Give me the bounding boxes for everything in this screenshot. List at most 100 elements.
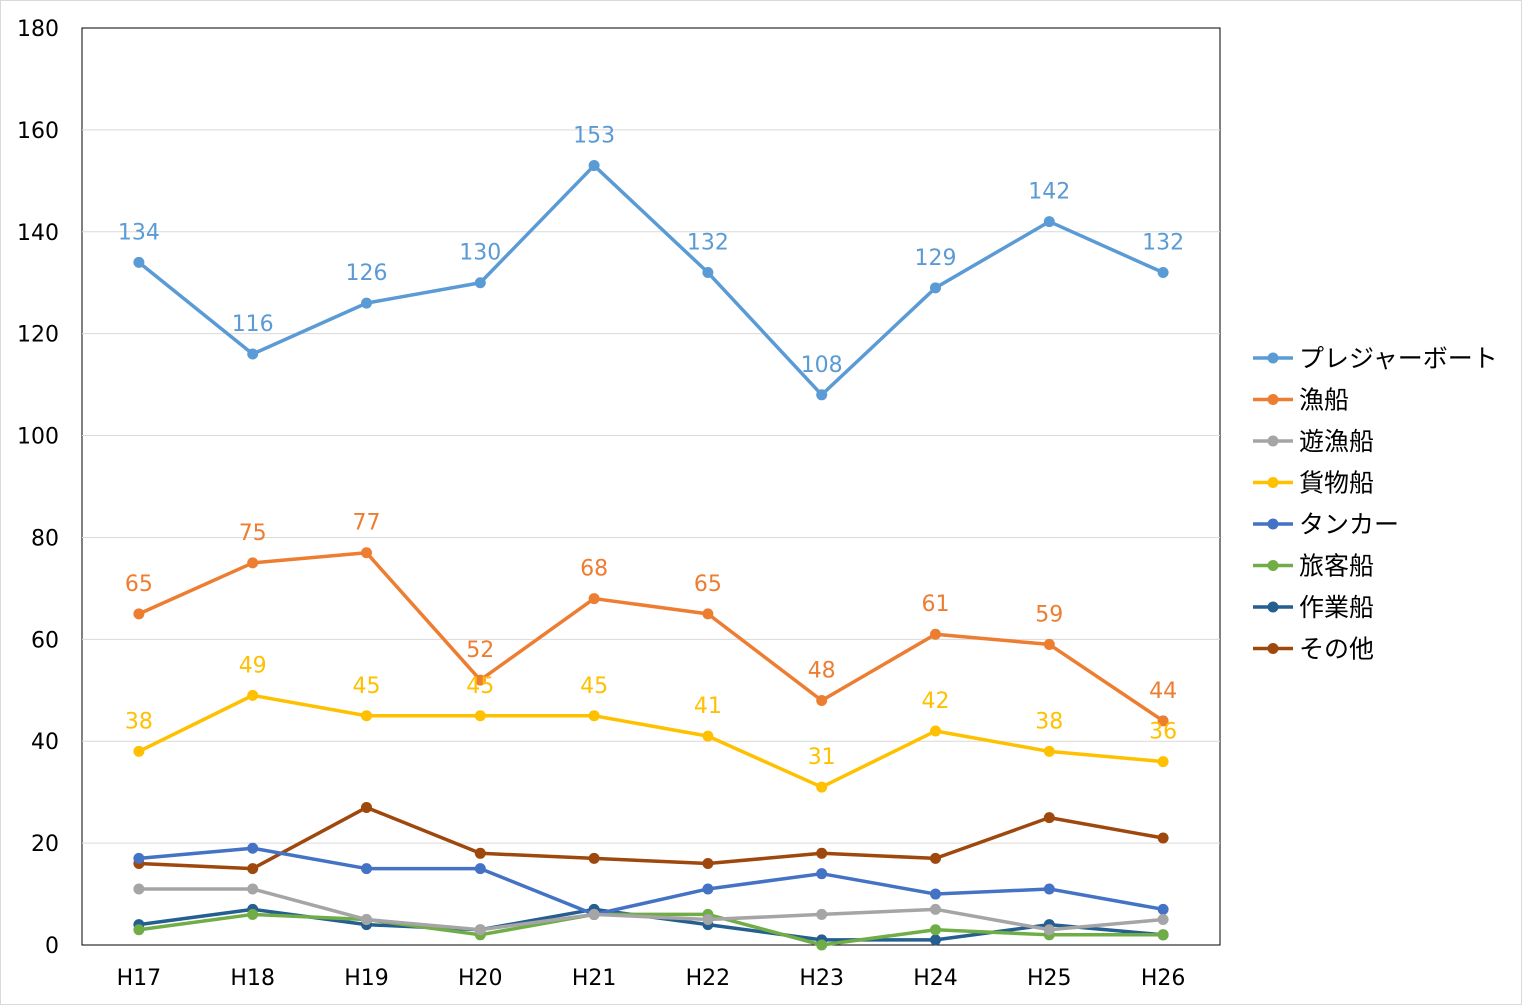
x-tick-label: H26 bbox=[1141, 966, 1186, 991]
data-point bbox=[930, 725, 941, 737]
series-line bbox=[137, 550, 1165, 723]
data-point bbox=[133, 924, 145, 936]
data-point bbox=[1157, 903, 1169, 915]
data-label: 116 bbox=[232, 312, 274, 337]
legend-swatch-marker bbox=[1267, 601, 1279, 613]
data-point bbox=[1157, 929, 1169, 941]
data-point bbox=[133, 256, 145, 268]
x-axis-tick-labels: H17 H18 H19 H20 H21 H22 H23 H24 H25 H26 bbox=[117, 966, 1186, 991]
data-point bbox=[930, 628, 941, 640]
series-2 bbox=[133, 547, 1169, 727]
data-point bbox=[133, 852, 145, 864]
data-point bbox=[474, 710, 486, 722]
series-lines bbox=[133, 160, 1169, 951]
x-tick-label: H25 bbox=[1027, 966, 1072, 991]
data-point bbox=[930, 934, 941, 946]
data-point bbox=[816, 939, 828, 951]
legend-item-5: タンカー bbox=[1253, 510, 1399, 539]
data-point bbox=[247, 908, 259, 920]
legend-label: 旅客船 bbox=[1299, 552, 1374, 581]
data-label: 45 bbox=[466, 674, 494, 699]
data-label: 41 bbox=[694, 694, 722, 719]
data-point bbox=[474, 847, 486, 859]
legend-label: プレジャーボート bbox=[1299, 344, 1498, 373]
data-point bbox=[1043, 216, 1055, 228]
data-point bbox=[1157, 832, 1169, 844]
data-point bbox=[702, 914, 714, 926]
series-line bbox=[137, 912, 1165, 947]
y-tick-label: 100 bbox=[17, 425, 59, 450]
data-point bbox=[361, 863, 372, 875]
x-tick-label: H23 bbox=[799, 966, 844, 991]
y-tick-label: 160 bbox=[17, 119, 59, 144]
legend-item-3: 遊漁船 bbox=[1253, 427, 1374, 456]
data-point bbox=[816, 847, 828, 859]
legend-swatch-marker bbox=[1267, 518, 1279, 530]
data-label: 108 bbox=[801, 353, 843, 378]
data-point bbox=[816, 908, 828, 920]
data-label: 77 bbox=[353, 511, 381, 536]
series-4 bbox=[133, 689, 1169, 793]
x-tick-label: H17 bbox=[117, 966, 162, 991]
data-point bbox=[1157, 756, 1169, 768]
data-label: 38 bbox=[125, 709, 153, 734]
legend-swatch-marker bbox=[1267, 560, 1279, 571]
legend-label: 漁船 bbox=[1299, 386, 1349, 415]
data-point bbox=[702, 267, 714, 279]
legend-swatch-marker bbox=[1267, 643, 1279, 654]
data-point bbox=[247, 689, 259, 701]
legend-label: 遊漁船 bbox=[1299, 427, 1374, 456]
y-tick-label: 40 bbox=[31, 730, 59, 755]
legend-swatch-marker bbox=[1267, 394, 1279, 405]
x-tick-label: H18 bbox=[230, 966, 275, 991]
legend-label: タンカー bbox=[1299, 510, 1399, 539]
y-tick-label: 140 bbox=[17, 221, 59, 246]
series-3 bbox=[133, 883, 1169, 936]
data-point bbox=[247, 557, 259, 569]
data-point bbox=[133, 745, 145, 757]
data-point bbox=[816, 694, 828, 706]
legend-item-2: 漁船 bbox=[1253, 386, 1349, 415]
data-point bbox=[247, 348, 259, 360]
series-line bbox=[137, 805, 1165, 871]
y-tick-label: 0 bbox=[45, 934, 59, 959]
series-8 bbox=[133, 801, 1169, 875]
data-label: 126 bbox=[346, 261, 388, 286]
data-point bbox=[361, 297, 372, 309]
y-tick-label: 180 bbox=[17, 17, 59, 42]
legend-swatch-marker bbox=[1267, 435, 1279, 447]
y-tick-label: 120 bbox=[17, 323, 59, 348]
y-tick-label: 20 bbox=[31, 832, 59, 857]
data-point bbox=[474, 674, 486, 686]
data-label: 59 bbox=[1035, 602, 1063, 627]
data-label: 132 bbox=[687, 231, 729, 256]
data-point bbox=[361, 710, 372, 722]
legend-label: 貨物船 bbox=[1299, 469, 1374, 498]
series-line bbox=[137, 887, 1165, 932]
data-label: 134 bbox=[118, 220, 160, 245]
gridlines bbox=[82, 129, 1220, 844]
data-point bbox=[1157, 715, 1169, 727]
legend-swatch-marker bbox=[1267, 477, 1279, 488]
data-label: 65 bbox=[694, 572, 722, 597]
x-tick-label: H20 bbox=[458, 966, 503, 991]
series-1 bbox=[133, 160, 1169, 401]
data-label: 142 bbox=[1028, 180, 1070, 205]
data-point bbox=[816, 781, 828, 793]
data-point bbox=[361, 801, 372, 813]
data-point bbox=[702, 883, 714, 895]
data-label: 44 bbox=[1149, 679, 1177, 704]
data-point bbox=[247, 842, 259, 854]
data-point bbox=[474, 924, 486, 936]
data-label: 75 bbox=[239, 521, 267, 546]
data-point bbox=[247, 883, 259, 895]
data-point bbox=[361, 547, 372, 559]
legend-item-8: その他 bbox=[1253, 635, 1374, 664]
data-label: 65 bbox=[125, 572, 153, 597]
data-labels: 38 49 45 45 45 41 31 42 38 36 65 75 77 52 68 65 48 61 59 44… bbox=[118, 124, 1184, 771]
x-tick-label: H24 bbox=[913, 966, 958, 991]
data-label: 129 bbox=[915, 246, 957, 271]
y-axis-tick-labels: 0 20 40 60 80 100 120 140 160 180 bbox=[17, 17, 59, 959]
data-point bbox=[133, 883, 145, 895]
